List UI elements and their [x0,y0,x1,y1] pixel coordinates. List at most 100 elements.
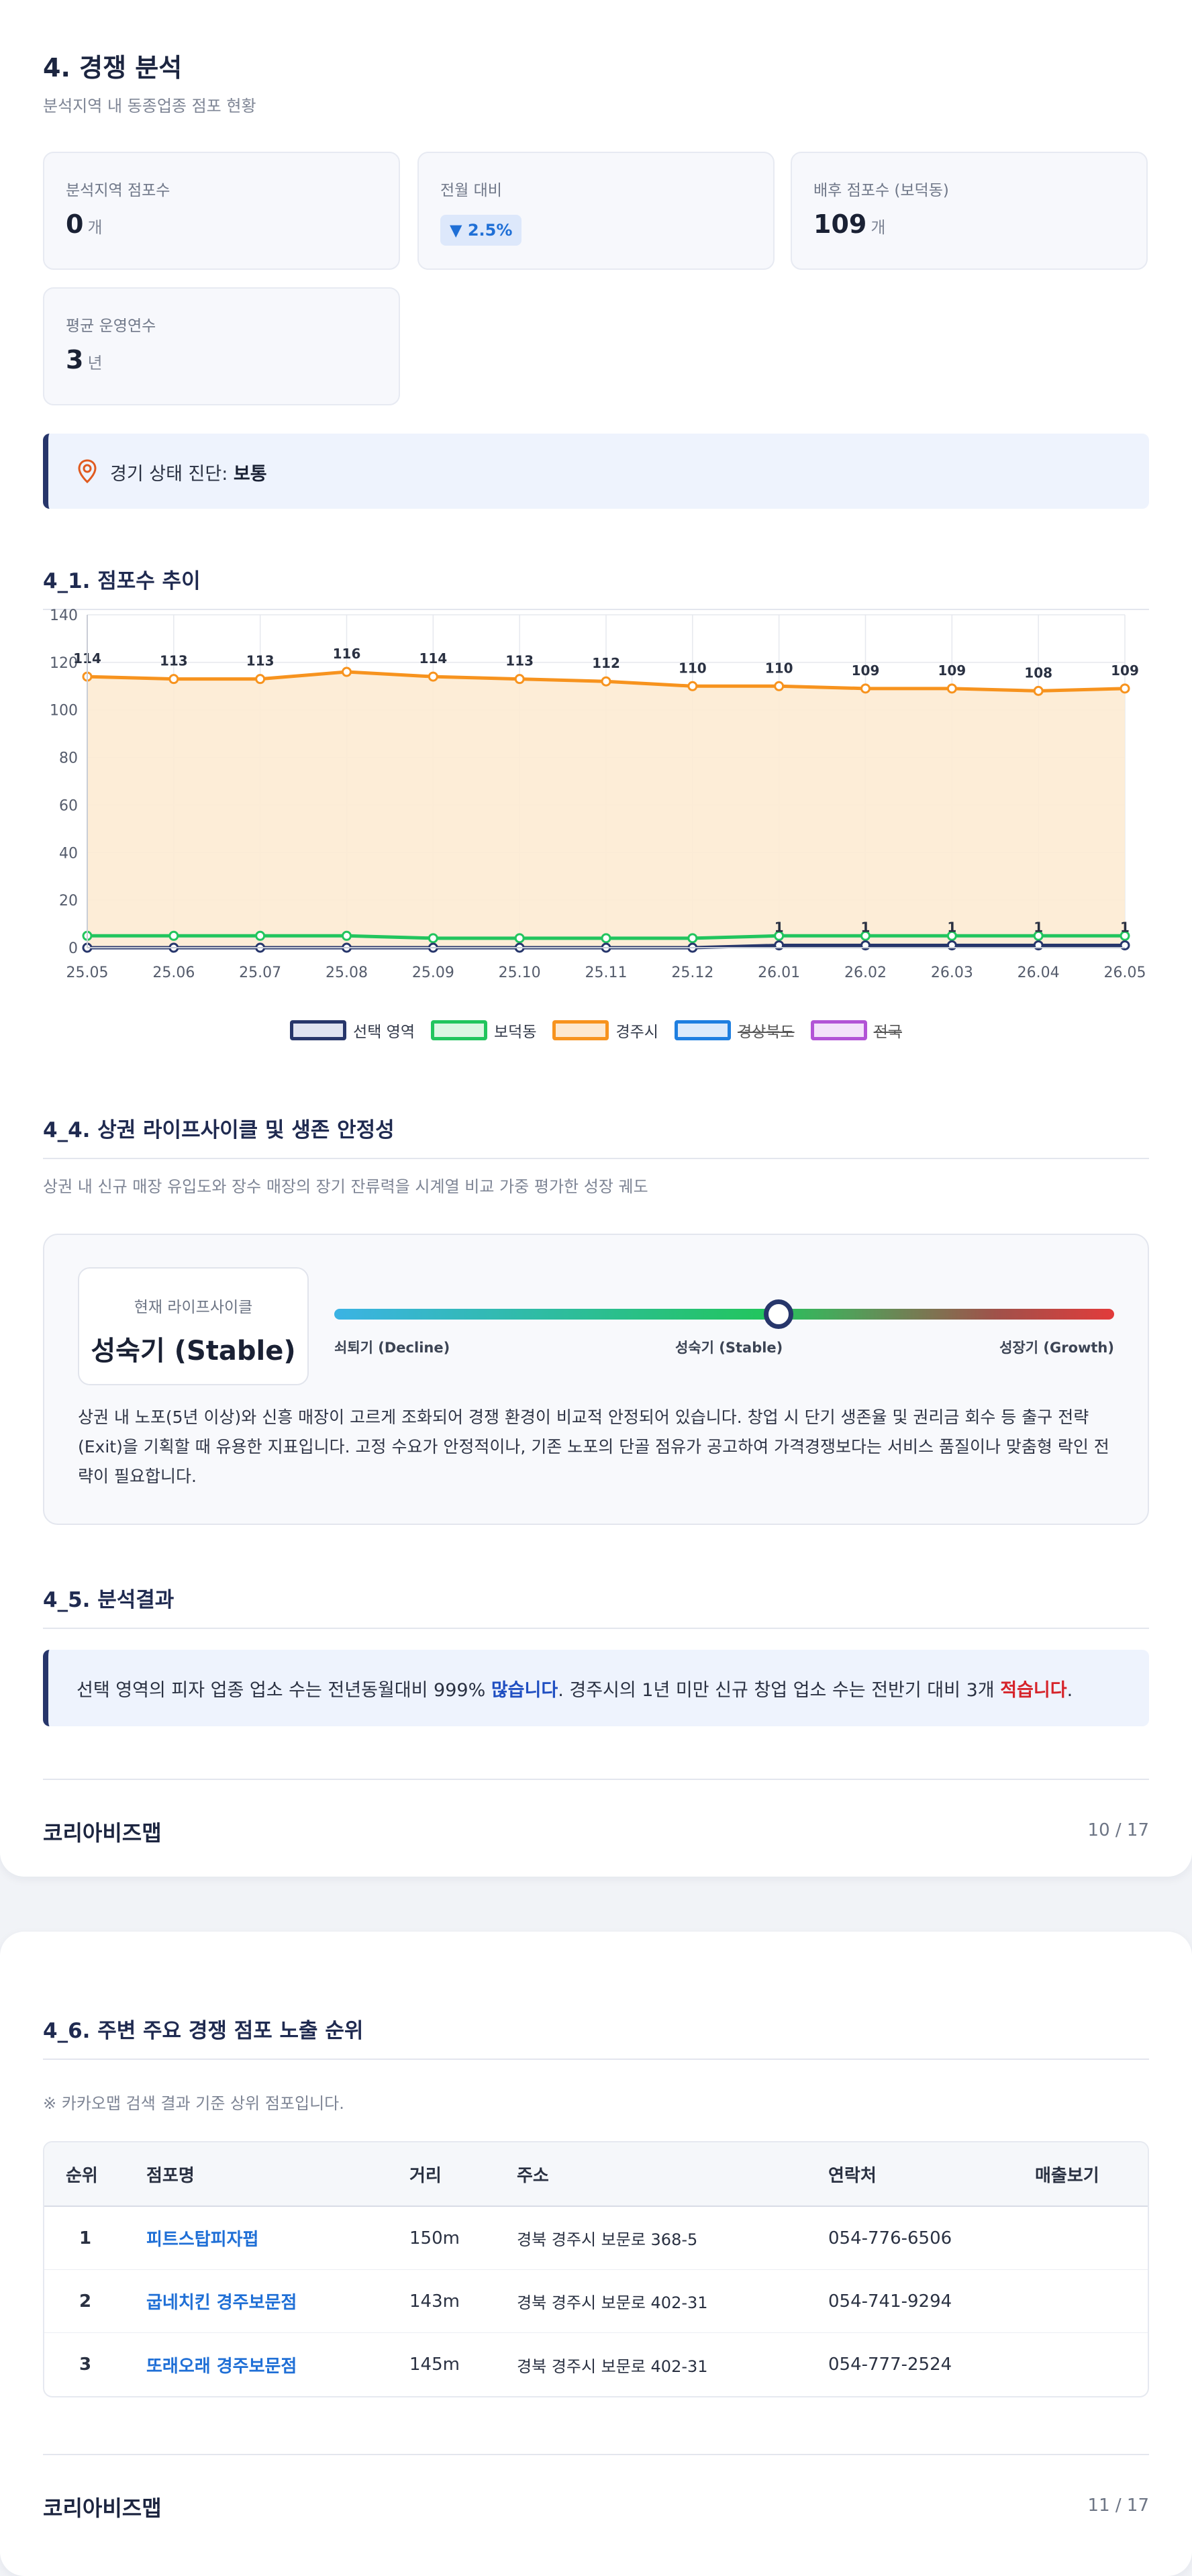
store-name-link[interactable]: 또래오래 경주보문점 [146,2356,297,2377]
x-tick-label: 26.03 [931,964,973,979]
y-tick-label: 140 [50,607,78,624]
section-subtitle: 분석지역 내 동종업종 점포 현황 [43,97,256,115]
x-tick-label: 25.11 [585,964,628,979]
legend-item[interactable]: 경주시 [552,1019,658,1042]
trend-title: 4_1. 점포수 추이 [43,564,1149,610]
report-page-11: 4_6. 주변 주요 경쟁 점포 노출 순위 ※ 카카오맵 검색 결과 기준 상… [0,1932,1192,2576]
data-label: 109 [852,662,880,679]
data-point [168,930,179,941]
page-number: 11 / 17 [1087,2495,1149,2516]
phone-cell: 054-741-9294 [807,2270,1013,2333]
data-point [774,681,785,691]
legend-item[interactable]: 전국 [810,1019,902,1042]
x-tick-label: 25.12 [671,964,713,979]
legend-swatch [674,1020,731,1040]
data-point [601,676,611,687]
legend-swatch [552,1020,609,1040]
data-point [342,930,352,941]
data-label: 1 [947,919,956,935]
map-pin-icon [78,459,97,483]
data-label: 116 [333,646,361,662]
data-point [255,930,266,941]
address-cell: 경북 경주시 보문로 402-31 [517,2357,708,2376]
data-point [860,683,871,694]
data-point [1120,930,1130,941]
change-badge: ▼ 2.5% [440,215,522,246]
legend-label: 경주시 [615,1024,658,1041]
lifecycle-body: 상권 내 노포(5년 이상)와 신흥 매장이 고르게 조화되어 경쟁 환경이 비… [78,1407,1109,1486]
x-tick-label: 26.01 [758,964,800,979]
stat-card-mom: 전월 대비 ▼ 2.5% [417,152,775,270]
footer-divider [43,1779,1149,1780]
col-distance: 거리 [388,2142,495,2207]
x-tick-label: 25.09 [412,964,454,979]
ranking-note: ※ 카카오맵 검색 결과 기준 상위 점포입니다. [43,2094,344,2113]
table-row: 1 피트스탑피자펍 150m 경북 경주시 보문로 368-5 054-776-… [44,2207,1148,2270]
data-point [774,930,785,941]
y-tick-label: 100 [50,703,78,720]
legend-item[interactable]: 보덕동 [431,1019,536,1042]
brand-logo-text: 코리아비즈맵 [43,1820,162,1846]
x-tick-label: 26.02 [844,964,887,979]
data-point [1033,685,1044,696]
legend-label: 보덕동 [494,1024,537,1041]
phone-cell: 054-777-2524 [828,2355,952,2375]
x-tick-label: 25.08 [326,964,368,979]
distance-cell: 143m [388,2270,495,2333]
x-tick-label: 25.07 [239,964,281,979]
legend-item[interactable]: 선택 영역 [290,1019,415,1042]
data-label: 114 [419,650,447,666]
stat-label: 전월 대비 [440,182,502,199]
data-point [946,930,957,941]
current-lifecycle-label: 현재 라이프사이클 [134,1299,253,1316]
series-area-2 [87,672,1125,948]
chart-legend: 선택 영역 보덕동 경주시 경상북도 전국 [0,1019,1192,1042]
x-tick-label: 25.06 [152,964,195,979]
legend-label: 전국 [873,1024,902,1041]
legend-item[interactable]: 경상북도 [674,1019,795,1042]
data-point [342,666,352,677]
stage-decline: 쇠퇴기 (Decline) [334,1340,450,1356]
section-title: 4. 경쟁 분석 [43,53,183,83]
x-tick-label: 26.04 [1017,964,1060,979]
data-label: 1 [1034,919,1043,935]
x-tick-label: 25.10 [499,964,541,979]
result-title: 4_5. 분석결과 [43,1583,1149,1629]
stage-growth: 성장기 (Growth) [999,1340,1114,1356]
address-cell: 경북 경주시 보문로 368-5 [495,2207,807,2270]
data-point [428,671,438,682]
lifecycle-desc: 상권 내 신규 매장 유입도와 장수 매장의 장기 잔류력을 시계열 비교 가중… [43,1177,648,1196]
data-point [168,674,179,685]
data-point [1033,930,1044,941]
current-lifecycle-value: 성숙기 (Stable) [91,1336,296,1367]
data-label: 112 [592,655,620,671]
data-label: 110 [679,660,707,676]
data-label: 110 [765,660,793,676]
legend-swatch [810,1020,867,1040]
col-sales: 매출보기 [1013,2142,1148,2207]
data-point [514,674,525,685]
stage-stable: 성숙기 (Stable) [675,1340,783,1356]
data-label: 108 [1024,664,1052,681]
store-name-link[interactable]: 굽네치킨 경주보문점 [125,2270,388,2333]
legend-label: 선택 영역 [353,1024,415,1041]
stat-label: 배후 점포수 (보덕동) [813,182,949,199]
y-tick-label: 120 [50,655,78,672]
y-tick-label: 60 [59,797,78,814]
store-name-link[interactable]: 피트스탑피자펍 [125,2207,388,2270]
data-point [514,933,525,944]
data-point [601,933,611,944]
col-address: 주소 [495,2142,807,2207]
table-row: 2 굽네치킨 경주보문점 143m 경북 경주시 보문로 402-31 054-… [44,2270,1148,2333]
data-label: 113 [505,653,534,669]
lifecycle-card: 현재 라이프사이클 성숙기 (Stable) 쇠퇴기 (Decline) 성숙기… [43,1234,1149,1525]
y-tick-label: 40 [59,845,78,862]
y-tick-label: 0 [68,940,78,957]
data-point [687,681,698,691]
ranking-title: 4_6. 주변 주요 경쟁 점포 노출 순위 [43,2014,1149,2060]
